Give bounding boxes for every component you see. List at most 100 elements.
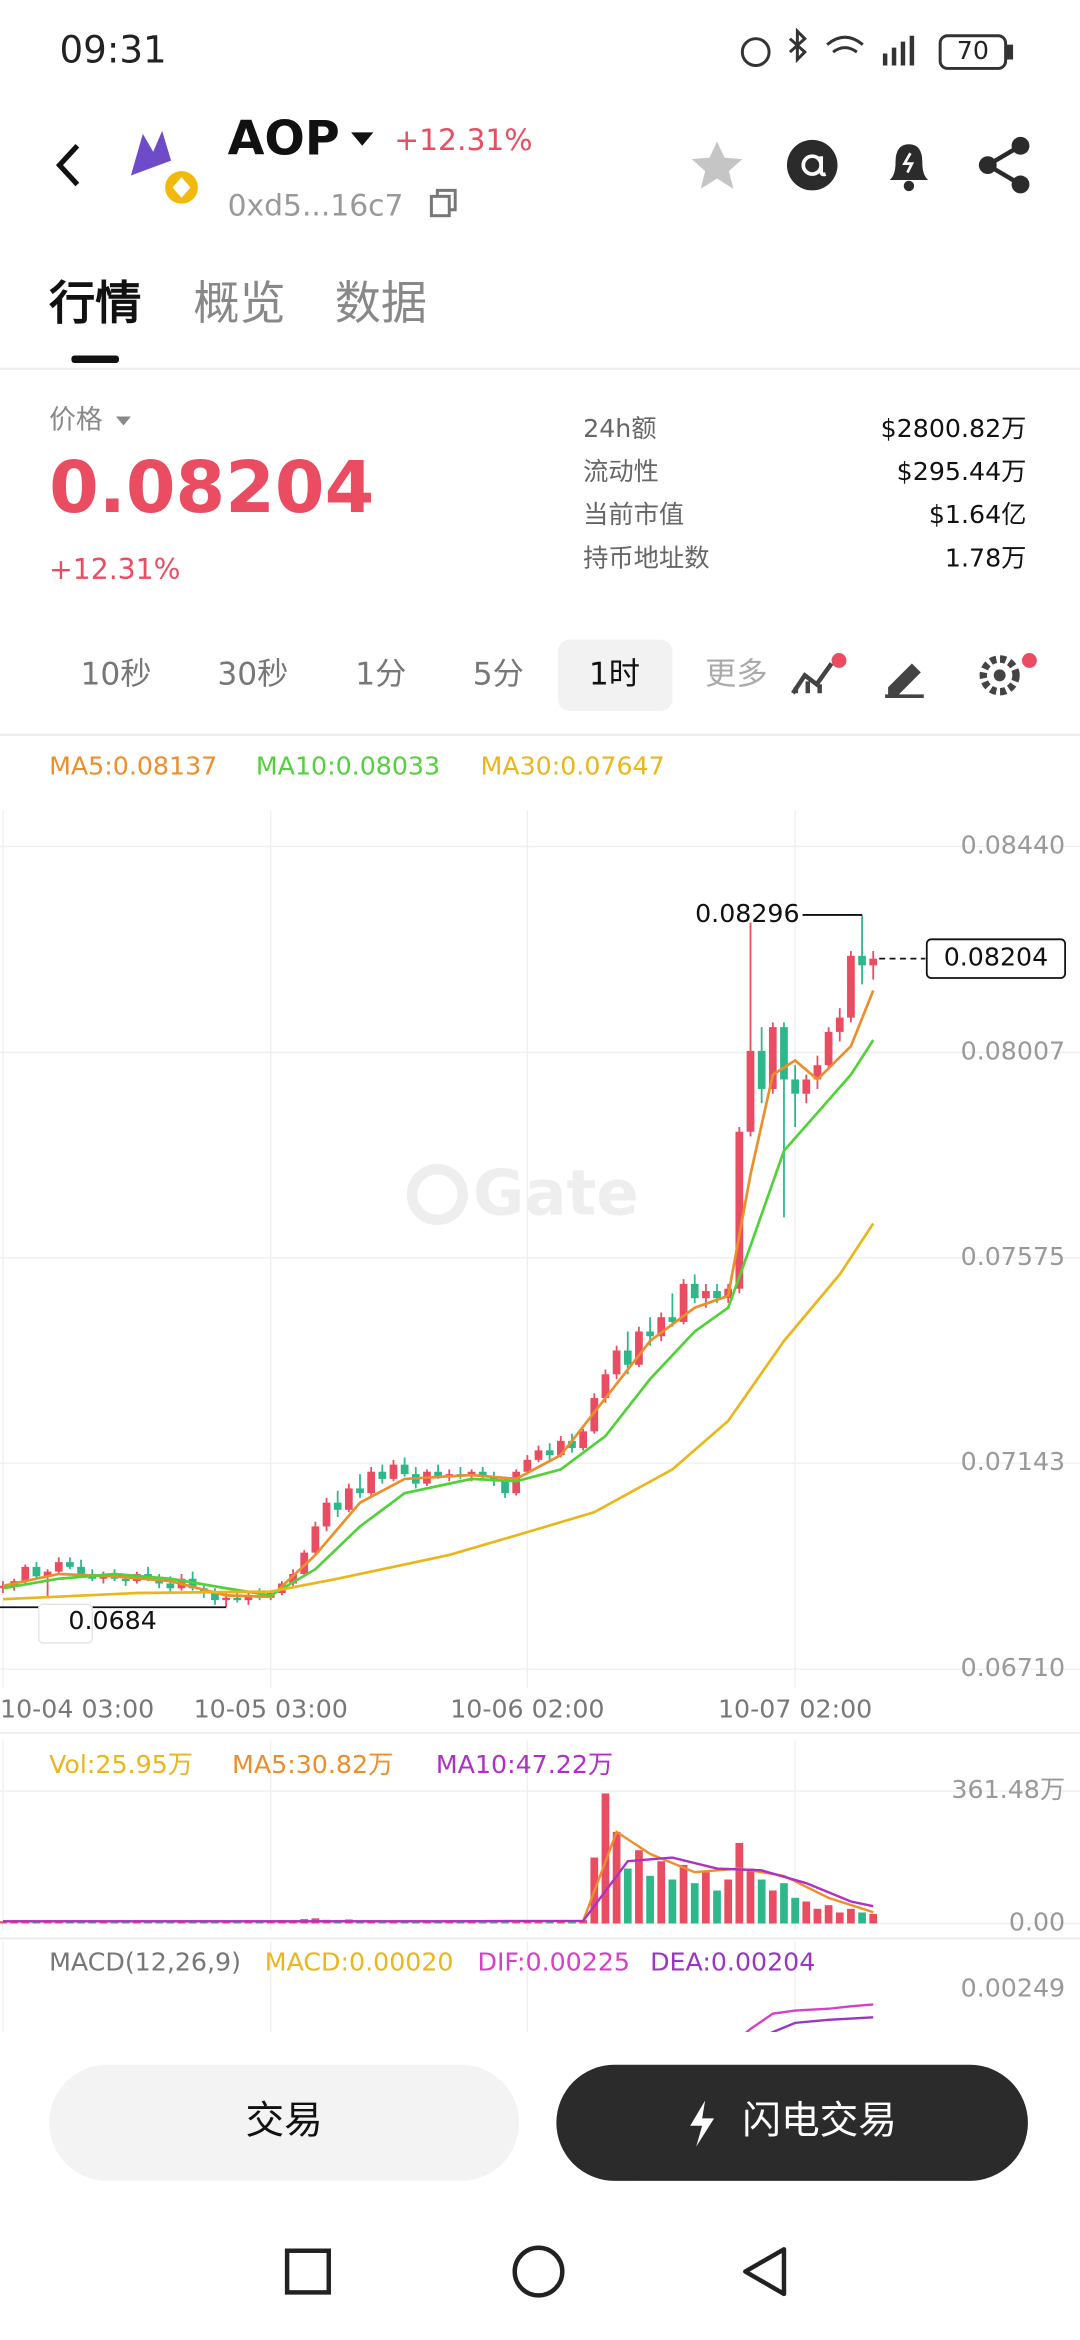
trade-button[interactable] bbox=[49, 2064, 520, 2181]
volume-bar bbox=[255, 1921, 264, 1924]
interval[interactable]: 1时 bbox=[589, 656, 640, 692]
volume-bar bbox=[847, 1908, 855, 1924]
candle-body bbox=[635, 1331, 643, 1365]
volume-bar bbox=[110, 1921, 119, 1924]
stat-value: $295.44万 bbox=[897, 457, 1027, 486]
interval-bar: 10秒 30秒 1分 5分 1时 更多 bbox=[81, 656, 768, 692]
low-marker-icon bbox=[37, 1603, 93, 1644]
volume-bar bbox=[534, 1921, 543, 1924]
x-tick-label: 10-05 03:00 bbox=[194, 1695, 348, 1724]
volume-bar bbox=[646, 1875, 654, 1924]
interval[interactable]: 30秒 bbox=[217, 656, 288, 692]
y-tick-label: 0.06710 bbox=[961, 1653, 1065, 1682]
ma-legend: MA10:0.08033 bbox=[256, 752, 440, 781]
volume-bar bbox=[99, 1922, 108, 1924]
candle-body bbox=[121, 1578, 130, 1582]
volume-bar bbox=[144, 1921, 152, 1924]
tab-bar: 行情 概览 数据 bbox=[49, 276, 427, 330]
flash-trade-button[interactable] bbox=[556, 2064, 1028, 2181]
y-tick-label: 0.07575 bbox=[961, 1242, 1065, 1271]
token-symbol[interactable]: AOP bbox=[228, 111, 340, 166]
interval[interactable]: 10秒 bbox=[81, 656, 152, 692]
candle-body bbox=[847, 955, 855, 1018]
price-dropdown[interactable] bbox=[116, 416, 131, 426]
candle-body bbox=[344, 1488, 353, 1510]
flash-trade-label[interactable]: 闪电交易 bbox=[742, 2098, 897, 2143]
favorite-button[interactable] bbox=[691, 141, 743, 189]
candle-body bbox=[434, 1471, 442, 1477]
tab[interactable]: 数据 bbox=[335, 276, 427, 330]
volume-bar bbox=[166, 1922, 175, 1924]
y-tick-label: 0.08007 bbox=[961, 1036, 1065, 1065]
back-button[interactable] bbox=[55, 144, 80, 187]
volume-bar bbox=[490, 1921, 498, 1924]
share-button[interactable] bbox=[978, 136, 1030, 194]
symbol-dropdown[interactable] bbox=[351, 132, 374, 146]
trade-button-label[interactable]: 交易 bbox=[245, 2098, 322, 2143]
stat-label: 持币地址数 bbox=[583, 543, 709, 572]
candle-body bbox=[523, 1459, 532, 1472]
nav-home[interactable] bbox=[512, 2245, 565, 2298]
macd-legend: DIF:0.00225 bbox=[478, 1948, 630, 1977]
y-tick-label: 361.48万 bbox=[951, 1775, 1065, 1804]
candle-body bbox=[367, 1471, 376, 1494]
indicator-button[interactable] bbox=[791, 653, 847, 695]
candle-body bbox=[556, 1440, 565, 1456]
nav-back[interactable] bbox=[743, 2247, 787, 2297]
candle-body bbox=[389, 1464, 398, 1479]
ma-line bbox=[2, 1222, 875, 1601]
candle-body bbox=[623, 1350, 632, 1365]
volume-bar bbox=[858, 1912, 866, 1924]
volume-ma-legend: MA10:47.22万 bbox=[436, 1750, 613, 1779]
tab[interactable]: 概览 bbox=[193, 276, 285, 330]
volume-ma-line bbox=[2, 1856, 874, 1923]
candle-body bbox=[568, 1440, 576, 1448]
volume-bar bbox=[869, 1913, 878, 1924]
candle-body bbox=[869, 958, 878, 966]
candle-body bbox=[657, 1317, 666, 1337]
candle-body bbox=[612, 1350, 621, 1375]
volume-bar bbox=[802, 1901, 811, 1924]
status-time: 09:31 bbox=[60, 28, 167, 72]
draw-button[interactable] bbox=[885, 663, 924, 699]
stat-value: $2800.82万 bbox=[881, 414, 1027, 443]
last-price-label: 0.08204 bbox=[944, 943, 1048, 972]
interval[interactable]: 5分 bbox=[473, 656, 524, 692]
volume-bar bbox=[66, 1921, 74, 1924]
last-price-box bbox=[925, 938, 1067, 979]
x-tick-label: 10-06 02:00 bbox=[450, 1695, 604, 1724]
candle-body bbox=[590, 1398, 599, 1432]
interval[interactable]: 更多 bbox=[705, 656, 767, 692]
candle-body bbox=[858, 955, 866, 966]
battery-level: 70 bbox=[957, 36, 989, 65]
ai-button[interactable] bbox=[786, 139, 838, 191]
tab-indicator bbox=[71, 355, 120, 363]
candle-body bbox=[802, 1079, 811, 1094]
interval[interactable]: 1分 bbox=[355, 656, 406, 692]
candle-body bbox=[32, 1566, 41, 1577]
watermark-logo bbox=[406, 1164, 468, 1226]
alert-button[interactable] bbox=[889, 144, 929, 192]
token-address: 0xd5...16c7 bbox=[228, 188, 404, 223]
stat-label: 流动性 bbox=[583, 457, 659, 486]
nav-recents[interactable] bbox=[284, 2248, 331, 2295]
status-icons bbox=[740, 27, 1014, 70]
tab[interactable]: 行情 bbox=[49, 276, 141, 330]
volume-bar bbox=[635, 1850, 643, 1924]
candle-body bbox=[668, 1317, 677, 1322]
candle-body bbox=[43, 1571, 52, 1577]
volume-bar bbox=[768, 1890, 777, 1924]
copy-button[interactable] bbox=[429, 188, 457, 218]
volume-bar bbox=[690, 1883, 699, 1924]
volume-bar bbox=[813, 1908, 822, 1924]
y-tick-label: 0.07143 bbox=[961, 1447, 1065, 1476]
y-tick-label: 0.00 bbox=[1009, 1907, 1065, 1936]
macd-title: MACD(12,26,9) bbox=[49, 1948, 241, 1977]
candle-body bbox=[300, 1552, 309, 1574]
volume-bar bbox=[233, 1922, 242, 1924]
candle-body bbox=[21, 1566, 30, 1582]
price-label[interactable]: 价格 bbox=[49, 404, 103, 435]
settings-button[interactable] bbox=[979, 653, 1037, 696]
